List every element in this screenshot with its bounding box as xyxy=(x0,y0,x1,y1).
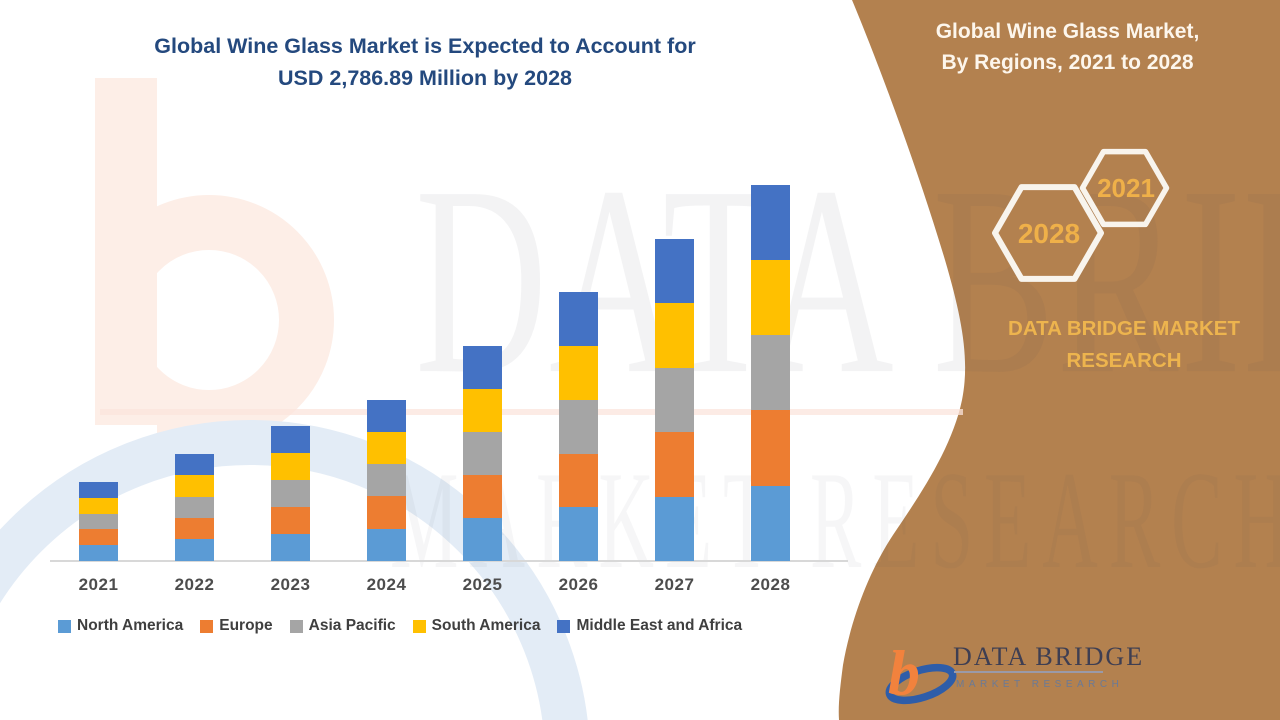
panel-brand-line1: DATA BRIDGE MARKET xyxy=(1008,317,1240,340)
legend-label-asia-pacific: Asia Pacific xyxy=(308,617,396,634)
bar-segment-north-america xyxy=(559,507,598,561)
panel-heading-line1: Global Wine Glass Market, xyxy=(935,20,1200,43)
legend-label-south-america: South America xyxy=(431,617,541,634)
bar-segment-asia-pacific xyxy=(79,513,118,530)
bar-segment-north-america xyxy=(175,539,214,561)
bar-segment-middle-east-and-africa xyxy=(655,239,694,304)
bar-segment-asia-pacific xyxy=(751,335,790,411)
bar-2021 xyxy=(79,482,118,561)
bar-segment-south-america xyxy=(271,453,310,480)
bar-segment-asia-pacific xyxy=(271,480,310,507)
bar-segment-europe xyxy=(463,474,502,518)
x-axis-label-2027: 2027 xyxy=(654,575,695,594)
x-axis-label-2025: 2025 xyxy=(462,575,503,594)
chart-title-line2: USD 2,786.89 Million by 2028 xyxy=(278,66,572,90)
panel-heading: Global Wine Glass Market, By Regions, 20… xyxy=(905,16,1230,78)
legend-item-europe: Europe xyxy=(200,617,273,635)
bar-segment-south-america xyxy=(367,431,406,465)
bar-segment-middle-east-and-africa xyxy=(271,426,310,453)
bar-segment-middle-east-and-africa xyxy=(559,292,598,347)
bar-segment-north-america xyxy=(79,545,118,561)
x-axis-label-2024: 2024 xyxy=(366,575,407,594)
bar-segment-europe xyxy=(751,410,790,486)
bar-2026 xyxy=(559,292,598,561)
bar-segment-middle-east-and-africa xyxy=(751,184,790,260)
x-axis-label-2028: 2028 xyxy=(750,575,791,594)
legend-item-asia-pacific: Asia Pacific xyxy=(289,617,396,635)
panel-brand-line2: RESEARCH xyxy=(1066,349,1182,372)
legend-swatch-north-america xyxy=(58,619,71,633)
x-axis-label-2026: 2026 xyxy=(558,575,599,594)
bar-segment-north-america xyxy=(367,528,406,561)
x-axis-label-2021: 2021 xyxy=(78,575,119,594)
bar-segment-south-america xyxy=(655,303,694,368)
chart-title-line1: Global Wine Glass Market is Expected to … xyxy=(154,34,696,58)
bar-segment-europe xyxy=(271,507,310,534)
panel-brand-text: DATA BRIDGE MARKET RESEARCH xyxy=(998,313,1250,377)
bar-segment-north-america xyxy=(463,517,502,561)
x-axis-label-2022: 2022 xyxy=(174,575,215,594)
bar-segment-north-america xyxy=(271,534,310,561)
bar-segment-north-america xyxy=(751,485,790,561)
bar-segment-europe xyxy=(79,529,118,546)
bar-2025 xyxy=(463,345,502,561)
legend-label-middle-east-and-africa: Middle East and Africa xyxy=(576,617,743,634)
bar-segment-north-america xyxy=(655,496,694,561)
legend-item-middle-east-and-africa: Middle East and Africa xyxy=(557,617,742,635)
legend-label-europe: Europe xyxy=(219,617,273,634)
legend-item-south-america: South America xyxy=(412,617,541,635)
bar-segment-south-america xyxy=(175,475,214,497)
bar-2027 xyxy=(655,239,694,561)
bar-2024 xyxy=(367,399,406,561)
bar-segment-south-america xyxy=(751,260,790,336)
bar-segment-middle-east-and-africa xyxy=(463,345,502,389)
legend-label-north-america: North America xyxy=(77,617,184,634)
chart-legend: North America Europe Asia Pacific South Ame… xyxy=(58,617,742,635)
legend-swatch-south-america xyxy=(412,619,426,633)
panel-heading-line2: By Regions, 2021 to 2028 xyxy=(941,51,1194,74)
bar-2028 xyxy=(751,184,790,561)
bar-segment-asia-pacific xyxy=(367,464,406,497)
watermark-text-secondary: MARKET RESEARCH xyxy=(390,443,1280,598)
bar-segment-asia-pacific xyxy=(559,399,598,454)
chart-title: Global Wine Glass Market is Expected to … xyxy=(60,30,790,94)
x-axis-label-2023: 2023 xyxy=(270,575,311,594)
bar-segment-south-america xyxy=(79,497,118,514)
watermark-pink-line xyxy=(100,409,963,415)
x-axis-line xyxy=(50,560,848,562)
bar-segment-asia-pacific xyxy=(175,496,214,519)
bar-segment-middle-east-and-africa xyxy=(79,482,118,498)
bar-2023 xyxy=(271,426,310,561)
bar-segment-europe xyxy=(559,453,598,508)
bar-segment-south-america xyxy=(463,388,502,432)
legend-swatch-europe xyxy=(200,619,214,633)
bar-segment-asia-pacific xyxy=(463,431,502,475)
bar-segment-europe xyxy=(655,432,694,497)
bar-segment-europe xyxy=(175,518,214,540)
bar-segment-middle-east-and-africa xyxy=(175,453,214,476)
bar-segment-asia-pacific xyxy=(655,367,694,433)
bar-2022 xyxy=(175,453,214,561)
legend-swatch-middle-east-and-africa xyxy=(557,619,571,633)
legend-swatch-asia-pacific xyxy=(289,619,303,633)
bar-segment-europe xyxy=(367,496,406,529)
bar-segment-middle-east-and-africa xyxy=(367,399,406,432)
bar-segment-south-america xyxy=(559,346,598,400)
legend-item-north-america: North America xyxy=(58,617,183,635)
watermark-b-stem xyxy=(95,78,157,425)
